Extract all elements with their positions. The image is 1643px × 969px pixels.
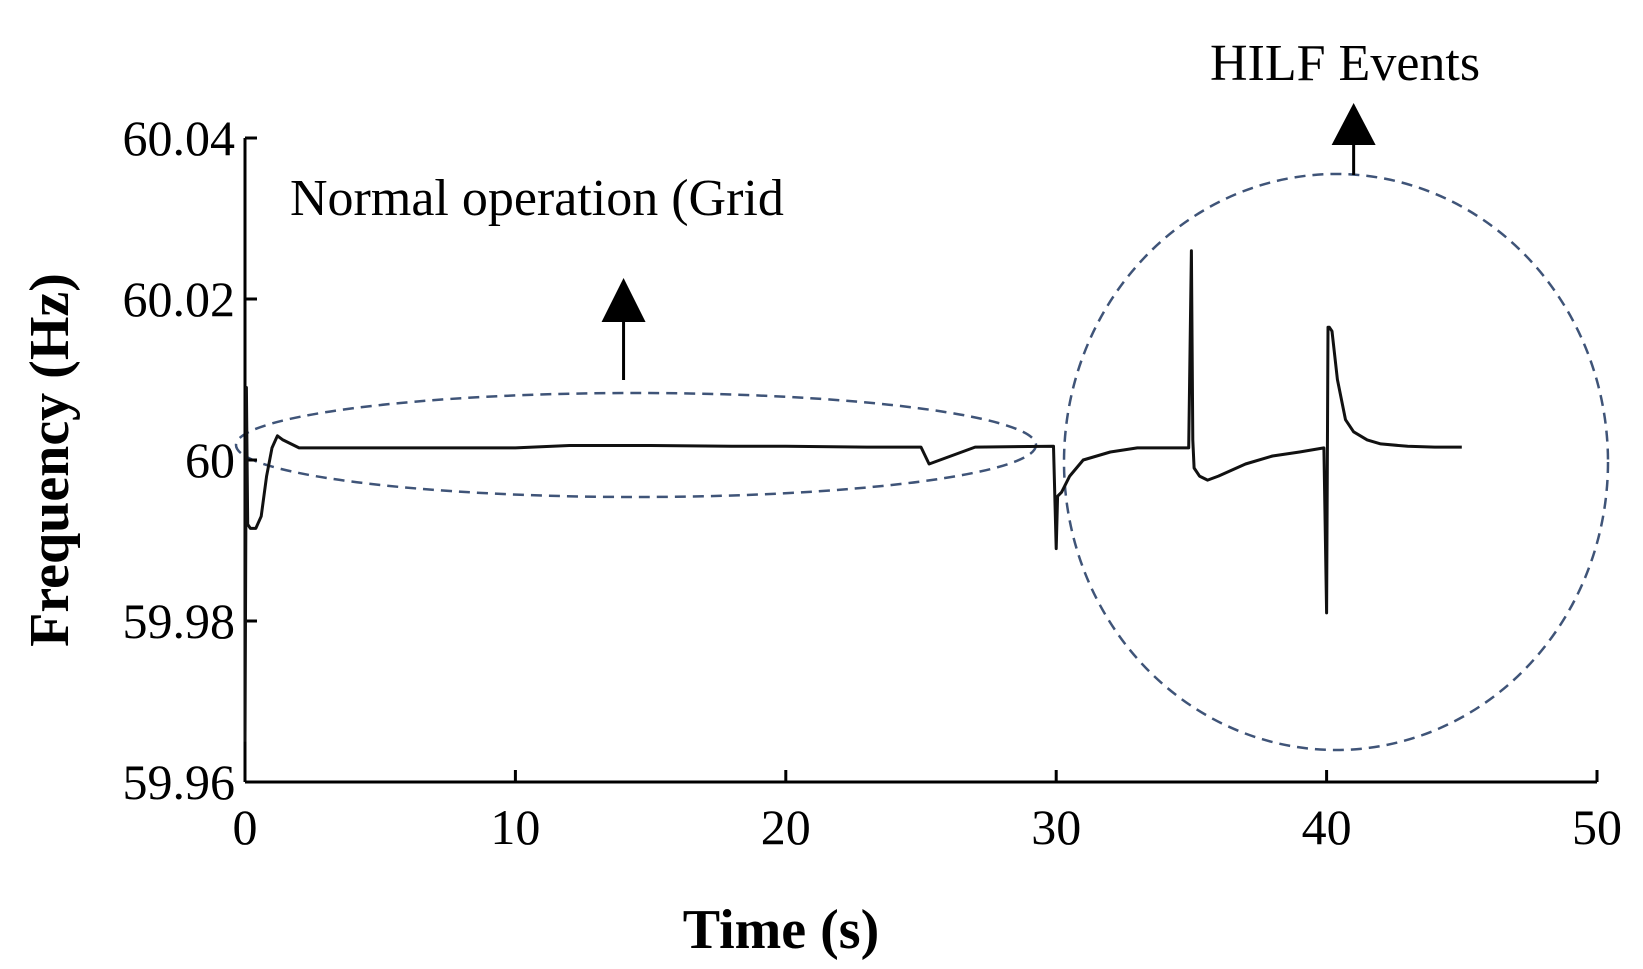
hilf-events-circle [1062,172,1610,752]
y-axis-title: Frequency (Hz) [19,273,81,647]
y-tick-label: 59.96 [123,754,236,810]
y-tick-label: 60 [185,432,235,488]
series-layer [243,249,1462,742]
normal-operation-arrow-head [601,278,646,322]
y-tick-label: 60.02 [123,271,236,327]
normal-operation-label: Normal operation (Grid [290,170,784,227]
tick-layer [243,136,1599,784]
hilf-events-label: HILF Events [1210,35,1480,92]
annotation-layer: Normal operation (Grid HILF Events [234,35,1610,752]
hilf-events-arrow-head [1331,103,1376,145]
label-layer: 0 10 20 30 40 50 59.96 59.98 60 60.02 60.04 Time (s… [19,110,1622,961]
y-tick-label: 60.04 [123,110,236,166]
x-tick-label: 50 [1572,799,1622,855]
y-tick-label: 59.98 [123,593,236,649]
x-tick-label: 0 [233,799,258,855]
x-tick-label: 20 [761,799,811,855]
x-tick-label: 40 [1302,799,1352,855]
x-axis-title: Time (s) [683,899,880,961]
x-tick-label: 30 [1031,799,1081,855]
series-line-0 [243,249,1462,742]
axes [243,138,1597,784]
x-tick-label: 10 [490,799,540,855]
